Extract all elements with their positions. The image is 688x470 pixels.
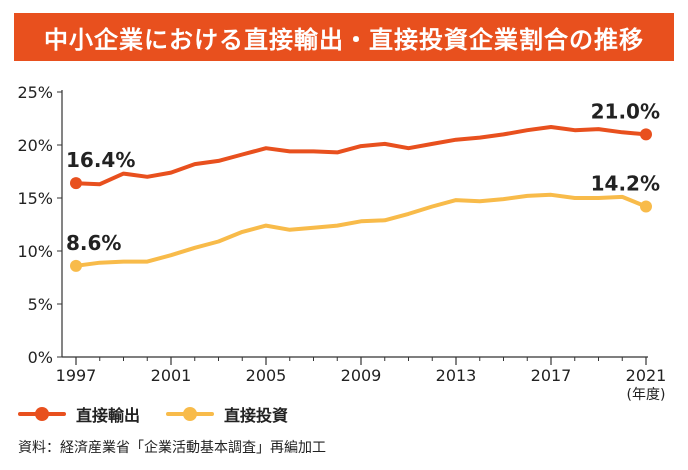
y-tick-label: 0% xyxy=(28,348,53,367)
series-1-marker xyxy=(70,259,82,272)
series-0-data-label: 16.4% xyxy=(66,148,135,172)
y-tick-label: 5% xyxy=(28,295,53,314)
x-axis-unit-label: (年度) xyxy=(627,387,666,403)
y-tick-label: 10% xyxy=(17,242,53,261)
legend-item-investment: 直接投資 xyxy=(166,402,288,426)
series-0-marker xyxy=(70,177,82,190)
x-tick-label: 2001 xyxy=(151,366,192,385)
x-tick-label: 2017 xyxy=(531,366,572,385)
x-tick-label: 2021 xyxy=(626,366,667,385)
series-1-data-label: 8.6% xyxy=(66,231,121,255)
series-line-0 xyxy=(74,125,648,187)
legend-swatch-export xyxy=(18,407,66,421)
series-line-1 xyxy=(74,192,648,268)
source-note: 資料：経済産業省「企業活動基本調査」再編加工 xyxy=(18,440,326,456)
legend-label-export: 直接輸出 xyxy=(76,406,141,425)
x-tick-label: 1997 xyxy=(56,366,97,385)
y-tick-label: 15% xyxy=(17,189,53,208)
chart-title-bar: 中小企業における直接輸出・直接投資企業割合の推移 xyxy=(14,13,674,61)
x-tick-label: 2009 xyxy=(341,366,382,385)
series-0-data-label: 21.0% xyxy=(591,99,660,123)
x-tick-label: 2013 xyxy=(436,366,477,385)
legend-swatch-investment xyxy=(166,407,215,421)
series-0-marker xyxy=(640,128,652,141)
series-1-data-label: 14.2% xyxy=(591,171,660,195)
y-tick-label: 20% xyxy=(17,136,53,155)
x-tick-label: 2005 xyxy=(246,366,287,385)
y-tick-label: 25% xyxy=(17,83,53,102)
legend: 直接輸出 直接投資 xyxy=(18,402,288,426)
legend-label-investment: 直接投資 xyxy=(224,406,289,425)
legend-item-export: 直接輸出 xyxy=(18,402,140,426)
chart-title: 中小企業における直接輸出・直接投資企業割合の推移 xyxy=(44,25,644,54)
series-1-marker xyxy=(640,200,652,213)
